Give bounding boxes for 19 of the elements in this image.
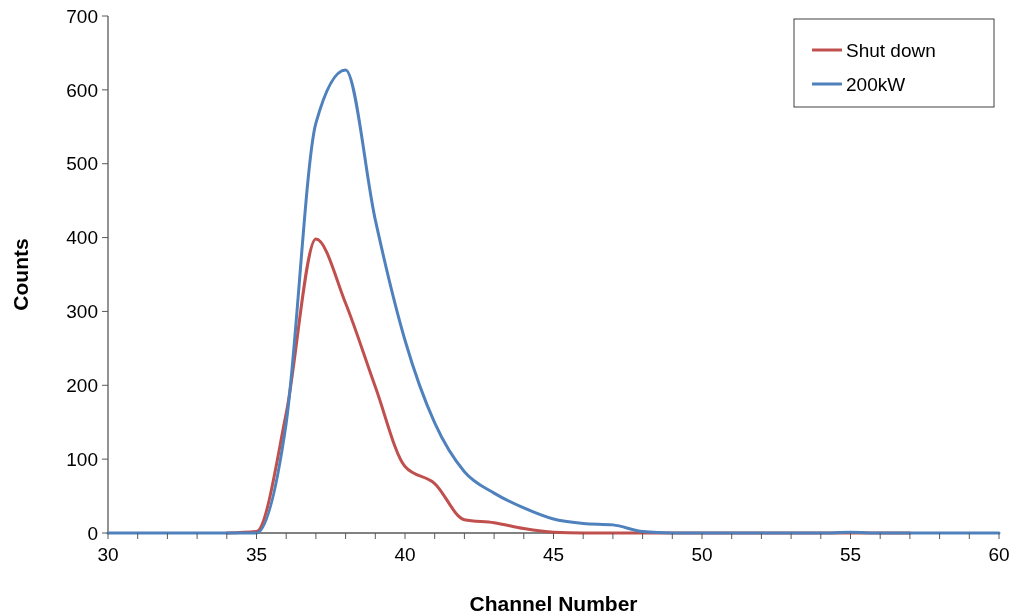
x-tick-label: 45 [542,544,565,565]
y-tick-label: 500 [66,153,98,175]
y-tick-label: 400 [66,227,98,249]
x-tick-label: 35 [245,544,268,565]
y-tick-label: 700 [66,5,98,27]
y-tick-label: 200 [66,374,98,396]
x-tick-label: 50 [691,544,713,565]
y-axis-title: Counts [9,238,32,311]
x-tick-label: 40 [394,544,416,565]
x-axis-title: Channel Number [469,592,638,615]
legend-label: 200kW [846,73,906,95]
y-tick-label: 0 [87,522,98,544]
x-tick-label: 30 [97,544,119,565]
x-tick-label: 55 [839,544,862,565]
y-tick-label: 100 [66,448,98,470]
y-tick-label: 300 [66,301,98,323]
y-tick-label: 600 [66,79,98,101]
legend-label: Shut down [846,39,936,61]
x-tick-label: 60 [988,544,1010,565]
